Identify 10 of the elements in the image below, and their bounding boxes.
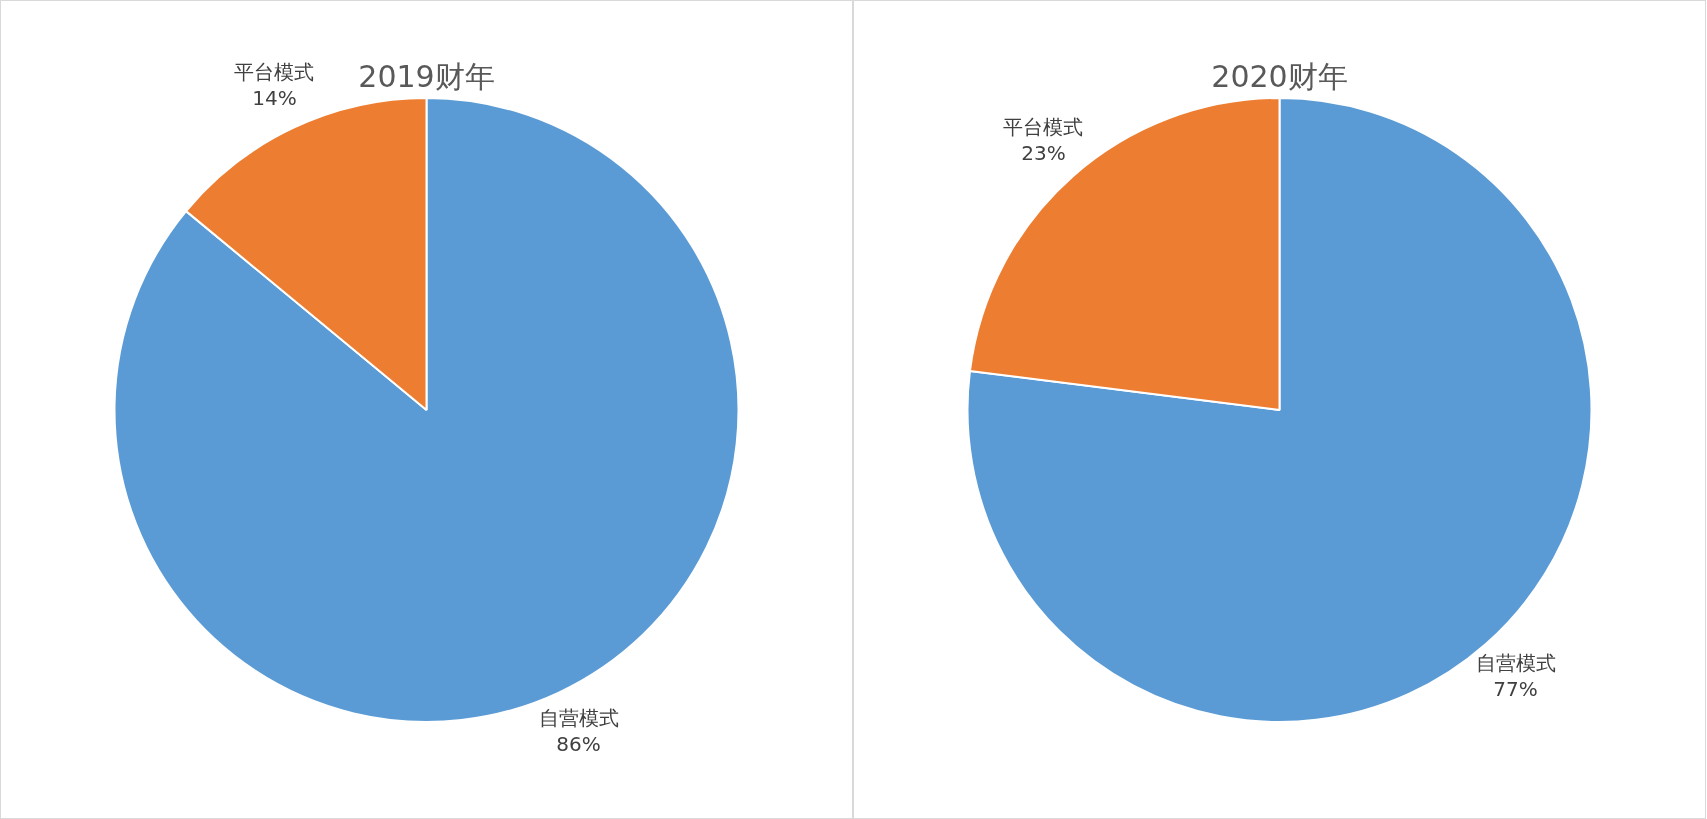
- slice-label: 平台模式: [1003, 115, 1084, 140]
- data-label: 77%: [1493, 676, 1538, 701]
- chart-title: 2019财年: [358, 58, 495, 94]
- data-label: 14%: [252, 86, 297, 111]
- data-label: 23%: [1021, 141, 1066, 166]
- slice-label: 自营模式: [538, 706, 619, 731]
- slice-label: 自营模式: [1475, 650, 1556, 675]
- data-label: 86%: [556, 732, 601, 757]
- slice-label: 平台模式: [234, 60, 315, 85]
- chart-title: 2020财年: [1211, 58, 1348, 94]
